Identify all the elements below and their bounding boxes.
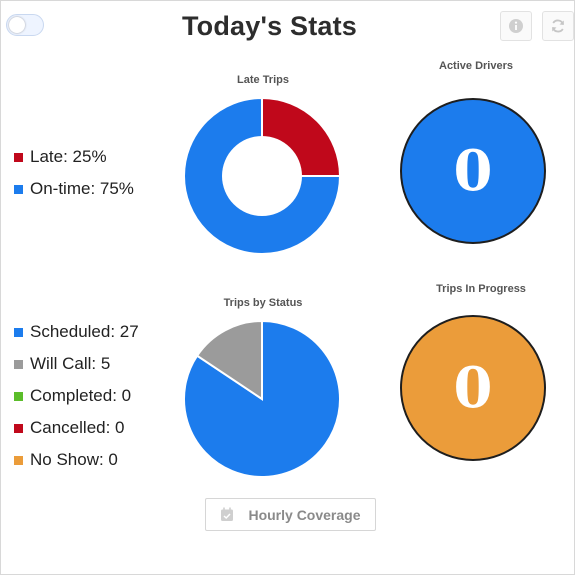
toggle-knob[interactable] [9,17,25,33]
legend-item-late: Late: 25% [14,141,134,173]
info-button[interactable] [500,11,532,41]
legend-label: Will Call: 5 [30,354,111,373]
legend-item-scheduled: Scheduled: 27 [14,316,139,348]
trips-by-status-pie-chart [183,319,341,478]
legend-label: Scheduled: 27 [30,322,139,341]
view-toggle[interactable] [6,14,44,36]
legend-label: Completed: 0 [30,386,132,405]
refresh-button[interactable] [542,11,574,41]
legend-swatch [14,327,23,337]
hourly-coverage-button[interactable]: Hourly Coverage [205,498,376,531]
legend-label: Late: 25% [30,147,107,166]
trips-in-progress-value: 0 [453,355,493,421]
legend-label: On-time: 75% [30,179,134,198]
late-trips-label: Late Trips [237,74,289,86]
legend-swatch [14,423,23,433]
legend-item-will-call: Will Call: 5 [14,348,139,380]
page-title: Today's Stats [181,11,358,41]
legend-label: Cancelled: 0 [30,418,125,437]
trips-by-status-legend: Scheduled: 27 Will Call: 5 Completed: 0 … [14,316,139,476]
hourly-coverage-label: Hourly Coverage [248,506,361,523]
active-drivers-value: 0 [453,138,493,204]
slice-on-time [183,96,342,255]
info-icon [509,19,523,33]
late-trips-legend: Late: 25% On-time: 75% [14,141,134,205]
slice-will-call [195,319,263,401]
legend-swatch [14,455,23,465]
legend-swatch [14,152,23,162]
active-drivers-circle: 0 [400,98,546,244]
legend-item-completed: Completed: 0 [14,380,139,412]
legend-swatch [14,184,23,194]
trips-by-status-label: Trips by Status [223,297,303,309]
late-trips-donut-chart [183,96,342,255]
legend-item-cancelled: Cancelled: 0 [14,412,139,444]
legend-item-no-show: No Show: 0 [14,444,139,476]
refresh-icon [552,19,564,33]
legend-item-on-time: On-time: 75% [14,173,134,205]
calendar-check-icon [220,507,234,522]
donut-hole [222,136,302,216]
legend-swatch [14,359,23,369]
trips-in-progress-label: Trips In Progress [436,283,526,295]
legend-label: No Show: 0 [30,450,118,469]
trips-in-progress-circle: 0 [400,315,546,461]
active-drivers-label: Active Drivers [439,60,513,72]
legend-swatch [14,391,23,401]
